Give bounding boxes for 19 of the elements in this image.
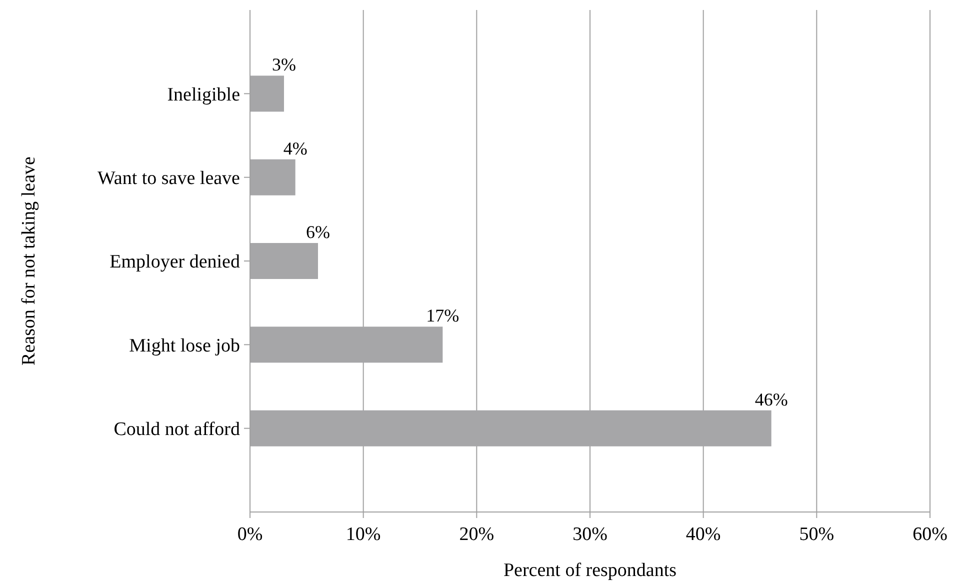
x-tick-label: 10% (346, 524, 381, 545)
y-tick-label: Want to save leave (98, 168, 240, 189)
data-label: 6% (306, 222, 330, 242)
y-axis-title: Reason for not taking leave (18, 156, 40, 366)
data-label: 46% (754, 389, 788, 410)
x-tick-label: 50% (799, 524, 834, 545)
x-axis-title: Percent of respondants (503, 560, 677, 581)
y-tick-label: Might lose job (129, 335, 240, 356)
x-tick-label: 0% (237, 524, 263, 545)
x-tick-label: 40% (686, 524, 721, 545)
y-tick-label: Could not afford (114, 418, 240, 440)
x-tick-label: 30% (572, 524, 608, 545)
x-tick-label: 20% (459, 524, 494, 545)
y-tick-label: Employer denied (110, 252, 240, 273)
data-label: 3% (272, 54, 296, 75)
data-label: 4% (283, 138, 308, 158)
x-tick-label: 60% (912, 524, 948, 545)
y-tick-label: Ineligible (167, 84, 240, 106)
data-label: 17% (426, 306, 460, 326)
